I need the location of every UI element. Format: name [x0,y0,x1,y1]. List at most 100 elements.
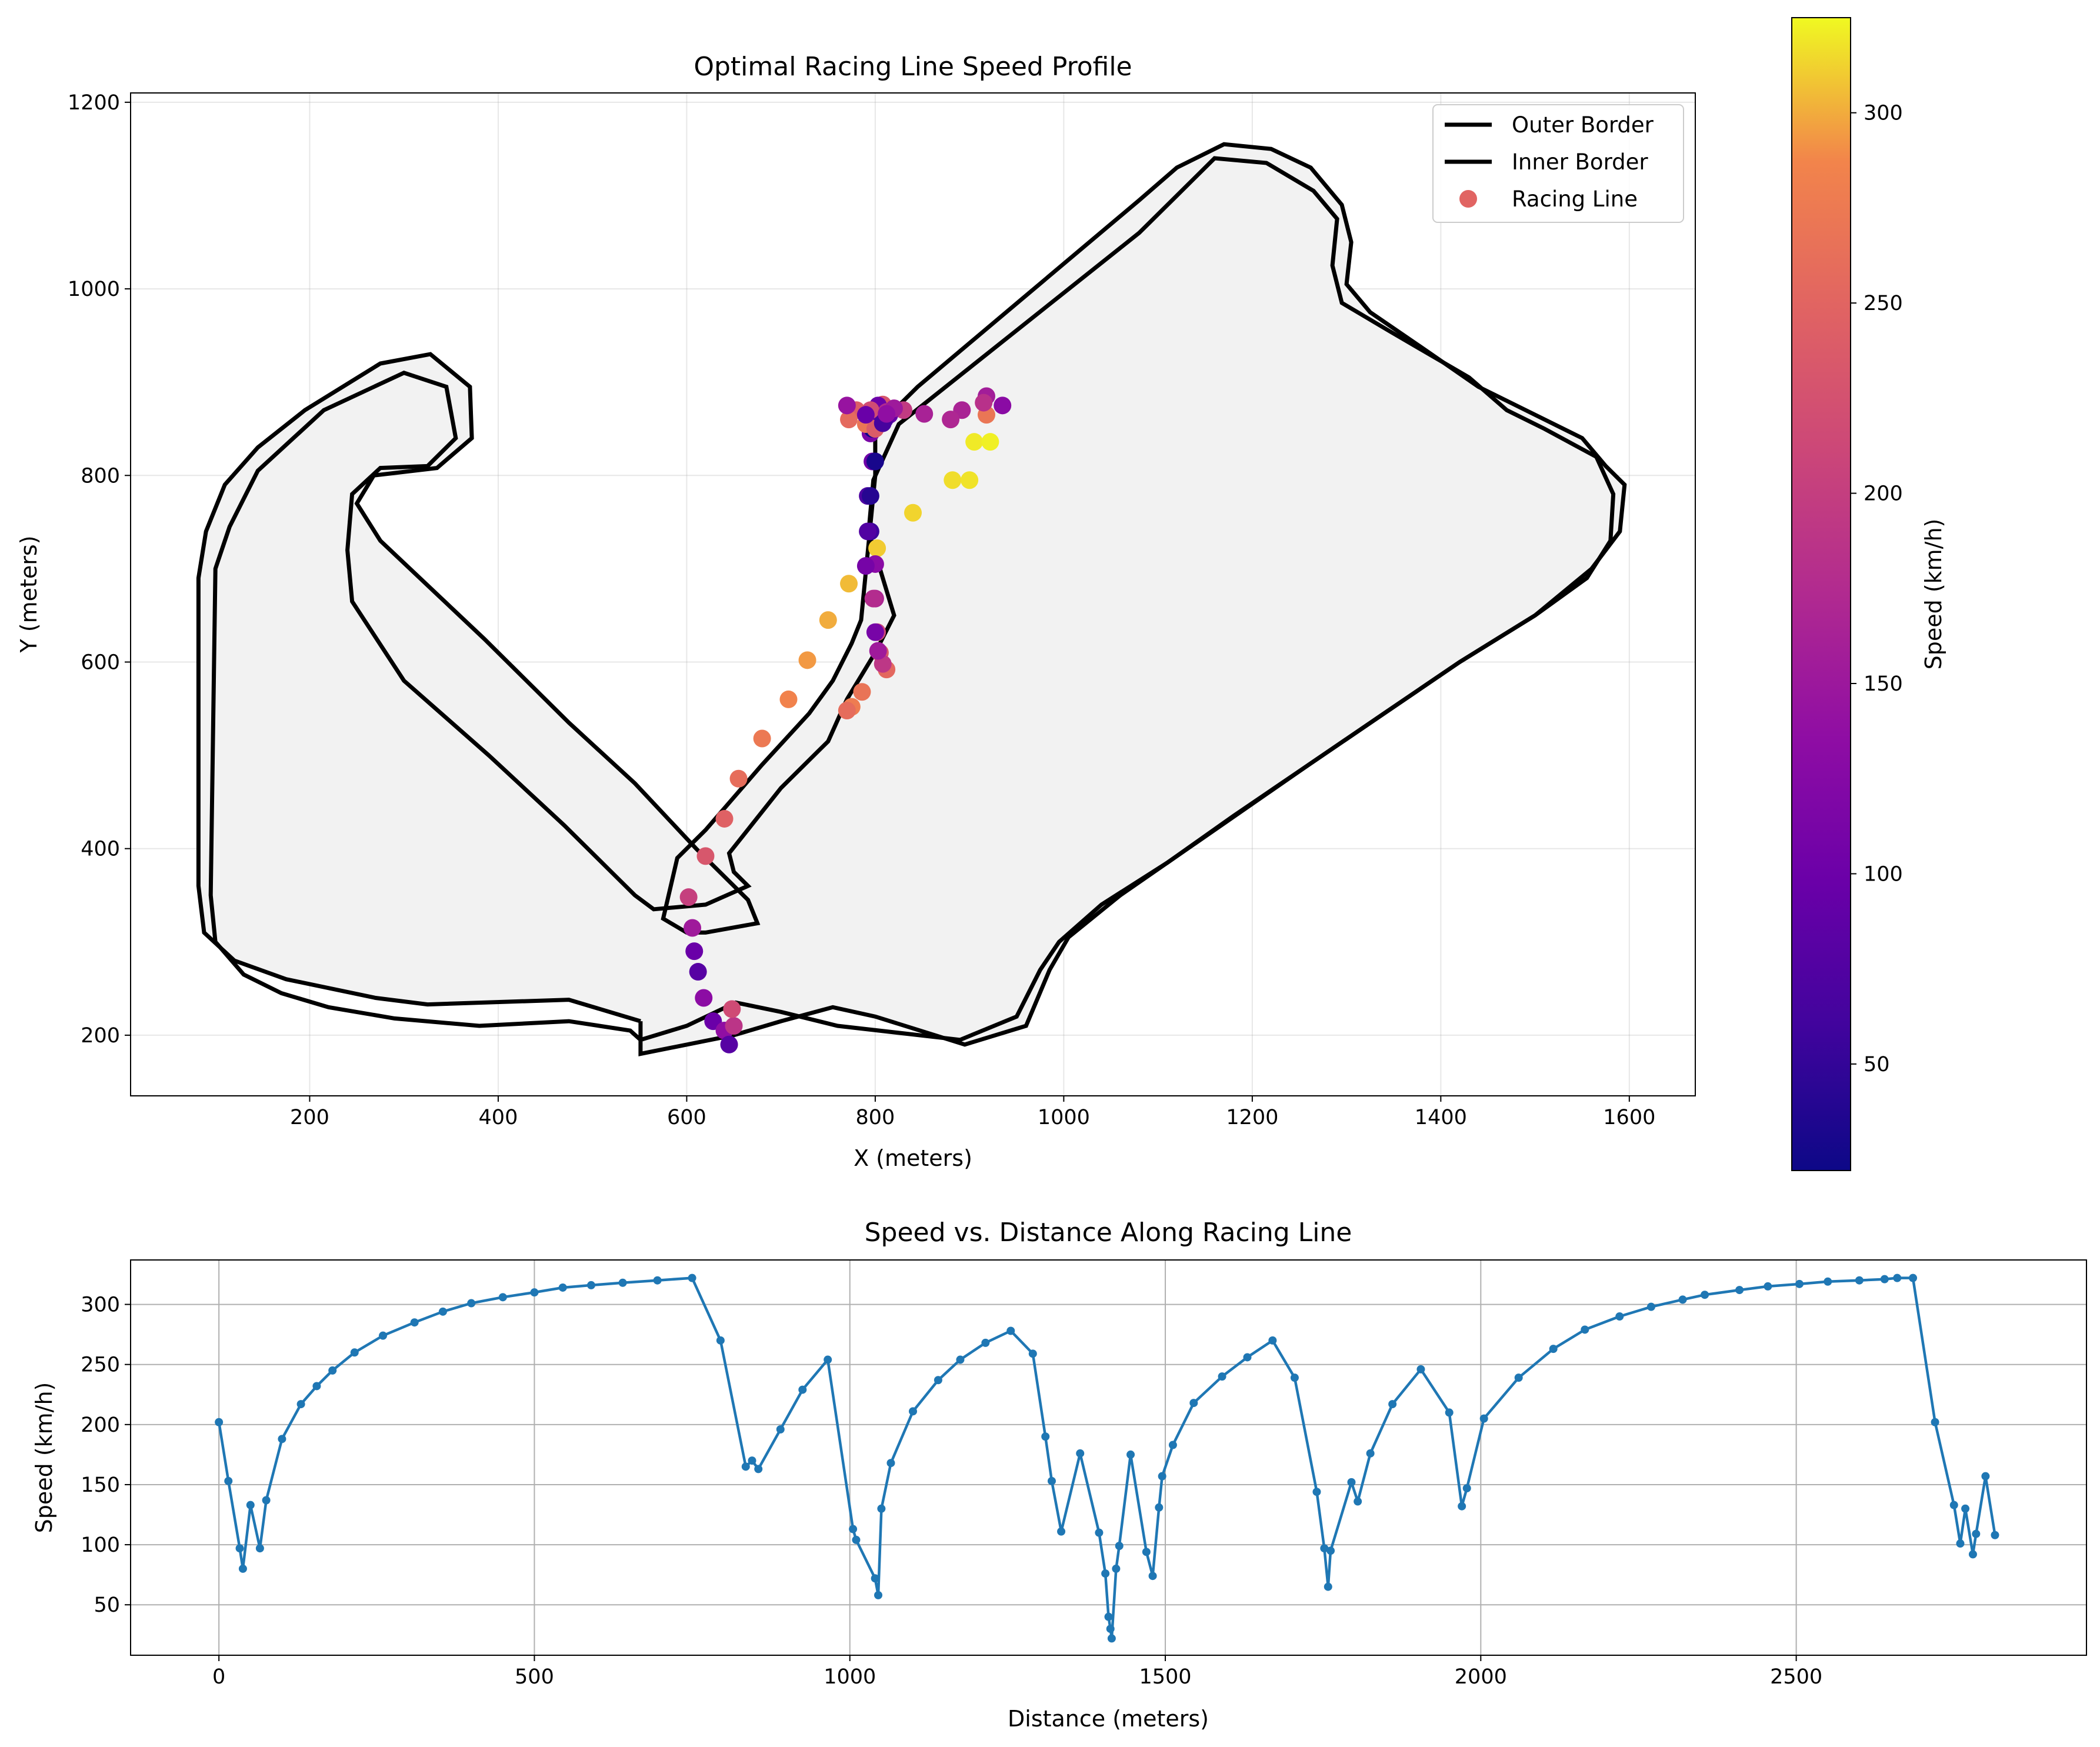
racing-line-point [779,690,798,708]
speed-point [1320,1544,1329,1553]
x-tick-label: 0 [212,1665,225,1689]
racing-line-point [684,919,702,937]
x-tick-label: 1000 [824,1665,876,1689]
speed-point [1326,1546,1335,1555]
racing-line-point [904,504,922,522]
racing-line-point [819,611,837,629]
colorbar-tick-label: 50 [1864,1053,1890,1076]
speed-point [1126,1450,1135,1459]
colorbar-tick-label: 200 [1864,482,1903,506]
racing-line-point [679,888,698,906]
y-tick-label: 100 [81,1533,120,1557]
track-surface [198,144,1625,1054]
speed-point [1115,1542,1124,1551]
speed-point [1855,1276,1864,1285]
legend-outer-border-label: Outer Border [1512,112,1654,138]
racing-line-point [729,769,748,788]
x-tick-label: 500 [515,1665,554,1689]
racing-line-point [994,396,1012,415]
y-tick-label: 50 [94,1593,120,1617]
y-tick-label: 1000 [68,278,120,301]
speed-point [1949,1501,1958,1509]
speed-point [1880,1275,1889,1283]
legend-racing-line-swatch [1459,190,1477,208]
speed-point [498,1293,507,1302]
speed-point [1581,1325,1589,1334]
speed-point [312,1382,321,1391]
speed-point [776,1425,785,1433]
speed-distance-ticks: 0 500 1000 1500 2000 2500 50 100 150 200 250 300 [81,1293,1822,1689]
y-tick-label: 1200 [68,91,120,115]
speed-point [1324,1582,1332,1591]
speed-distance-xlabel: Distance (meters) [1008,1706,1209,1732]
speed-point [1549,1345,1558,1353]
speed-point [1931,1418,1939,1426]
speed-point [1893,1273,1902,1282]
legend-box [1432,104,1684,223]
racing-line-point [861,487,879,505]
speed-point [1312,1488,1321,1496]
speed-point [1106,1625,1115,1633]
speed-point [1479,1414,1488,1423]
racing-line-point [965,433,984,451]
y-tick-label: 300 [81,1293,120,1317]
racing-line-points [679,387,1012,1053]
x-tick-label: 2500 [1770,1665,1822,1689]
y-tick-label: 150 [81,1473,120,1497]
y-tick-label: 400 [81,838,120,861]
y-tick-label: 200 [81,1413,120,1437]
speed-point [748,1456,756,1465]
speed-point [1795,1279,1804,1288]
speed-point [1514,1373,1523,1382]
speed-point [255,1544,264,1553]
racing-line-point [853,683,871,701]
x-tick-label: 400 [479,1106,518,1129]
speed-point [1107,1634,1116,1643]
speed-point [278,1435,286,1443]
racing-line-point [689,963,707,981]
x-tick-label: 600 [667,1106,706,1129]
racing-line-point [915,405,934,423]
speed-point [558,1283,567,1292]
speed-point [874,1591,883,1599]
speed-point [1218,1372,1226,1381]
speed-point [1155,1503,1164,1512]
speed-point [981,1338,990,1347]
track-map-title: Optimal Racing Line Speed Profile [694,52,1132,82]
racing-line-point [840,411,858,429]
y-tick-label: 800 [81,464,120,488]
speed-point [1189,1399,1198,1408]
speed-point [934,1376,942,1385]
speed-point [1290,1373,1299,1382]
legend-inner-border-label: Inner Border [1512,149,1648,175]
racing-line-point [695,989,713,1007]
speed-point [1028,1349,1037,1358]
speed-point [1445,1408,1454,1417]
speed-point [235,1544,244,1553]
colorbar-tick-label: 100 [1864,862,1903,886]
speed-point [956,1355,965,1364]
speed-point [1112,1564,1121,1573]
speed-point [1076,1449,1085,1458]
colorbar-tick-label: 150 [1864,672,1903,696]
speed-distance-plot-frame [130,1259,2087,1656]
colorbar-tick-label: 250 [1864,292,1903,315]
speed-point [1006,1326,1015,1335]
speed-point [1388,1400,1397,1409]
speed-point [798,1385,807,1394]
speed-point [688,1273,696,1282]
speed-point [1057,1527,1066,1536]
speed-point [1991,1531,1999,1539]
speed-point [586,1281,595,1289]
speed-point [1824,1277,1832,1286]
track-map-xlabel: X (meters) [854,1145,972,1171]
speed-point [238,1564,247,1573]
speed-point [1101,1569,1110,1578]
speed-point [1646,1302,1655,1311]
racing-line-point [838,396,856,415]
racing-line-point [981,433,999,451]
racing-line-point [696,847,715,865]
racing-line-point [866,623,884,641]
speed-point [350,1348,359,1357]
